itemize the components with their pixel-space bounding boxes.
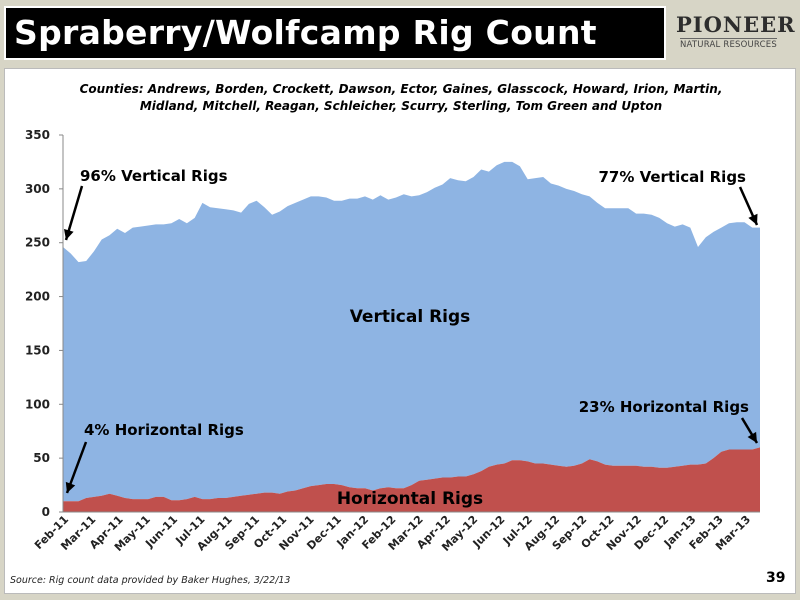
annotation-arrowhead [64,229,74,240]
source-note: Source: Rig count data provided by Baker… [10,575,291,586]
counties-note: Counties: Andrews, Borden, Crockett, Daw… [5,81,797,115]
annotation-arrowhead [65,481,76,493]
horizontal-rigs-area [63,447,760,512]
counties-line-2: Midland, Mitchell, Reagan, Schleicher, S… [139,99,663,113]
annotation-label: 23% Horizontal Rigs [579,398,749,416]
y-tick-label: 50 [33,451,50,465]
y-tick-label: 100 [25,397,50,411]
annotation-label: 4% Horizontal Rigs [84,421,244,439]
annotation-label: 96% Vertical Rigs [80,167,228,185]
annotation-arrowhead [748,213,758,225]
counties-line-1: Counties: Andrews, Borden, Crockett, Daw… [79,82,723,96]
y-tick-label: 0 [42,505,50,519]
y-tick-label: 200 [25,290,50,304]
annotation-label: 77% Vertical Rigs [598,168,746,186]
y-tick-label: 300 [25,182,50,196]
y-tick-label: 150 [25,343,50,357]
horizontal-rigs-label: Horizontal Rigs [337,489,483,509]
vertical-rigs-label: Vertical Rigs [350,307,471,327]
y-tick-label: 350 [25,128,50,142]
title-bar: Spraberry/Wolfcamp Rig Count [4,6,666,60]
logo-wordmark: PIONEER [676,12,796,37]
logo-tagline: NATURAL RESOURCES [680,38,777,50]
page-number: 39 [766,570,786,586]
vertical-rigs-area [63,161,760,502]
company-logo: PIONEER NATURAL RESOURCES [676,12,796,52]
y-tick-label: 250 [25,236,50,250]
slide-title: Spraberry/Wolfcamp Rig Count [14,13,597,52]
annotation-arrowhead [747,431,757,443]
